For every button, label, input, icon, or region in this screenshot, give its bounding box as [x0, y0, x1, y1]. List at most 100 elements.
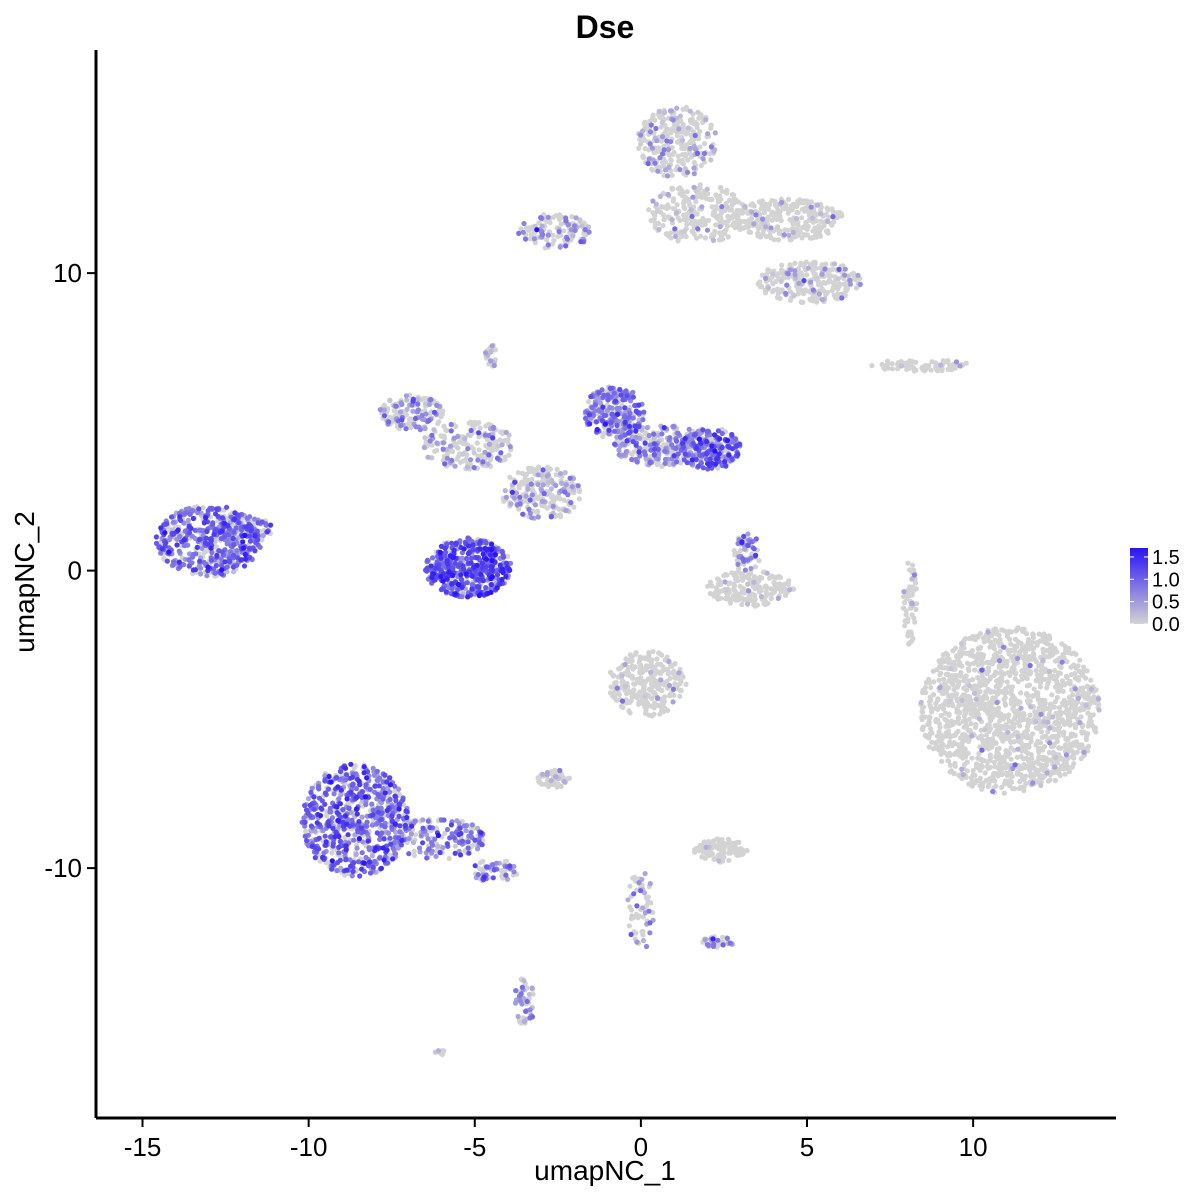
cell-point	[971, 702, 978, 708]
cell-point	[505, 553, 511, 560]
cell-point	[908, 587, 915, 593]
cell-point	[933, 360, 939, 366]
cell-point	[952, 763, 958, 769]
cell-point	[639, 689, 645, 695]
cell-point	[1049, 692, 1055, 698]
cell-point	[1043, 762, 1049, 768]
cell-point	[749, 209, 755, 215]
cell-point	[959, 766, 965, 772]
cell-point	[967, 701, 973, 707]
cell-point	[902, 623, 908, 629]
cell-point	[991, 759, 997, 765]
cell-point	[561, 228, 567, 234]
cell-point	[977, 705, 983, 712]
cell-point	[716, 858, 722, 864]
cell-point	[1039, 670, 1045, 676]
cell-point	[762, 584, 768, 590]
cell-point	[761, 210, 768, 216]
cell-point	[1073, 665, 1079, 671]
cell-point	[796, 280, 802, 286]
cell-point	[1029, 760, 1035, 766]
cell-point	[1012, 648, 1018, 654]
cell-point	[913, 606, 919, 613]
cell-point	[735, 578, 741, 584]
cell-point	[967, 661, 973, 668]
cell-point	[926, 744, 932, 750]
cell-point	[1044, 685, 1050, 691]
cell-point	[843, 284, 849, 290]
cell-point	[1001, 690, 1007, 696]
cell-point	[569, 214, 575, 220]
cell-point	[659, 652, 665, 658]
cell-point	[607, 690, 614, 696]
cell-point	[1077, 719, 1083, 726]
cell-point	[429, 455, 435, 461]
cell-point	[925, 721, 931, 728]
cell-point	[701, 141, 708, 147]
cell-point	[683, 215, 689, 221]
cell-point	[1071, 714, 1077, 720]
cell-point	[200, 505, 206, 511]
cell-point	[1028, 735, 1034, 741]
cell-point	[959, 697, 965, 704]
cell-point	[675, 153, 681, 159]
cell-point	[1048, 744, 1055, 750]
cell-point	[421, 444, 427, 451]
cell-point	[720, 236, 726, 242]
cell-point	[995, 680, 1002, 687]
cell-point	[744, 847, 750, 853]
cell-point	[410, 408, 416, 414]
cell-point	[369, 853, 375, 859]
cell-point	[790, 229, 796, 236]
cell-point	[1008, 770, 1014, 776]
cell-point	[678, 678, 684, 684]
cell-point	[1001, 658, 1007, 664]
cell-point	[969, 755, 975, 761]
cell-point	[725, 596, 731, 602]
cell-point	[1081, 664, 1087, 670]
cell-point	[938, 749, 944, 755]
cell-point	[476, 420, 482, 426]
cell-point	[1086, 695, 1092, 701]
cell-point	[493, 439, 499, 445]
cell-point	[1012, 670, 1018, 676]
cell-point	[470, 446, 476, 452]
cell-point	[624, 672, 631, 678]
cell-point	[752, 564, 759, 570]
cell-point	[1053, 684, 1059, 690]
cell-point	[941, 676, 947, 683]
cell-point	[524, 478, 530, 485]
cell-point	[831, 219, 837, 225]
cell-point	[732, 214, 738, 220]
cell-point	[626, 923, 633, 929]
cell-point	[774, 585, 780, 591]
cell-point	[969, 648, 976, 654]
cell-point	[688, 207, 694, 213]
cell-point	[474, 440, 480, 446]
cell-point	[708, 122, 714, 128]
cell-point	[710, 237, 717, 243]
cell-point	[674, 105, 680, 111]
cell-point	[945, 702, 952, 708]
cell-point	[429, 442, 435, 448]
cell-point	[726, 857, 732, 863]
cell-point	[404, 406, 410, 412]
cell-point	[463, 456, 469, 462]
cell-point	[634, 692, 640, 698]
cell-point	[515, 470, 521, 476]
cell-point	[1033, 667, 1039, 674]
cell-point	[1036, 663, 1042, 669]
cell-point	[682, 151, 688, 157]
cell-point	[1047, 725, 1053, 731]
cell-point	[758, 223, 764, 229]
cell-point	[778, 288, 785, 295]
cell-point	[660, 223, 666, 229]
cell-point	[733, 850, 740, 856]
cell-point	[727, 198, 733, 204]
cell-point	[530, 468, 536, 474]
cell-point	[732, 845, 738, 851]
cell-point	[1017, 723, 1023, 729]
cell-point	[900, 605, 907, 611]
cell-point	[651, 435, 657, 442]
cell-point	[571, 504, 577, 510]
